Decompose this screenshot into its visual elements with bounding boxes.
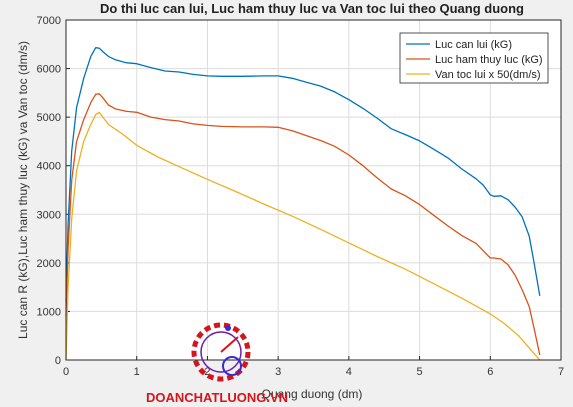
- legend: Luc can lui (kG) Luc ham thuy luc (kG) Van…: [399, 32, 549, 84]
- y-tick-label: 5000: [37, 112, 61, 124]
- x-tick-label: 2: [204, 366, 210, 378]
- x-tick-label: 4: [346, 366, 352, 378]
- x-tick-label: 5: [417, 366, 423, 378]
- watermark-text: DOANCHATLUONG.VN: [146, 390, 288, 405]
- y-tick-labels: 0 1000 2000 3000 4000 5000 6000 7000: [37, 15, 61, 367]
- legend-label-2: Luc ham thuy luc (kG): [435, 54, 543, 66]
- y-tick-label: 2000: [37, 258, 61, 270]
- legend-label-1: Luc can lui (kG): [435, 39, 512, 51]
- series-line-3: [65, 111, 541, 361]
- series-layer: [65, 47, 541, 361]
- x-axis-label: Quang duong (dm): [262, 387, 363, 401]
- x-tick-label: 0: [63, 366, 69, 378]
- watermark-logo-icon: [191, 322, 251, 382]
- y-tick-label: 6000: [37, 64, 61, 76]
- x-tick-label: 7: [558, 366, 564, 378]
- x-tick-label: 3: [275, 366, 281, 378]
- y-tick-label: 1000: [37, 306, 61, 318]
- y-tick-label: 7000: [37, 15, 61, 27]
- legend-box: [399, 32, 549, 84]
- series-line-2: [65, 93, 541, 356]
- y-tick-label: 0: [55, 355, 61, 367]
- x-tick-label: 6: [487, 366, 493, 378]
- y-tick-label: 4000: [37, 161, 61, 173]
- y-axis-label: Luc can R (kG),Luc ham thuy luc (kG) va …: [16, 41, 30, 339]
- x-tick-label: 1: [134, 366, 140, 378]
- legend-label-3: Van toc lui x 50(dm/s): [435, 69, 541, 81]
- series-line-1: [65, 47, 541, 302]
- x-tick-labels: 0 1 2 3 4 5 6 7: [63, 366, 564, 378]
- y-tick-label: 3000: [37, 209, 61, 221]
- chart-title: Do thi luc can lui, Luc ham thuy luc va …: [100, 1, 524, 16]
- axes-box: [65, 19, 562, 361]
